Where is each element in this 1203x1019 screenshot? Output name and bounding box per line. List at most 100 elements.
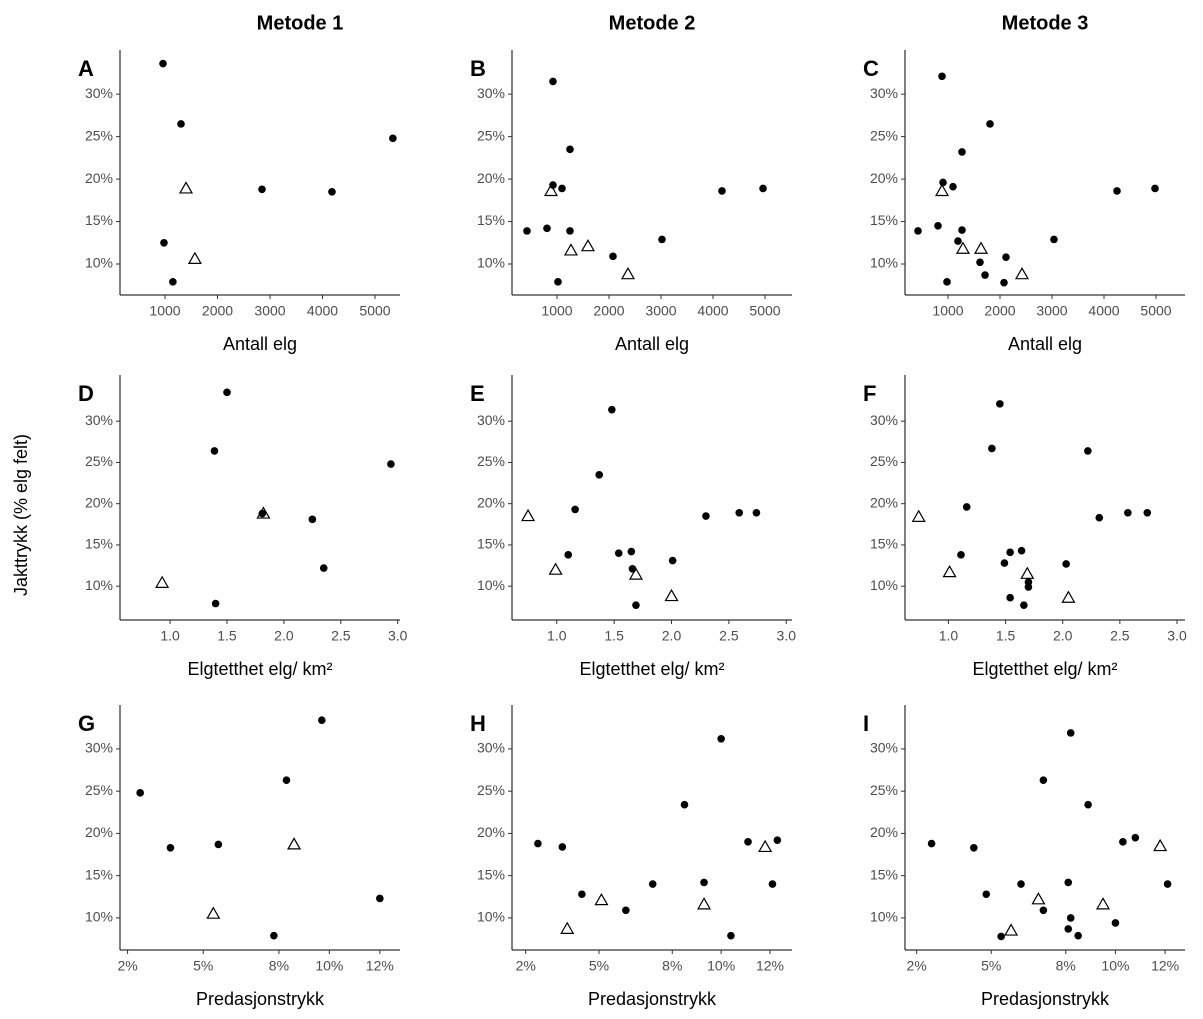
- triangle-point: [543, 183, 559, 197]
- dot-point: [1084, 800, 1092, 809]
- dot-point: [319, 564, 328, 572]
- panel-label: G: [78, 711, 95, 736]
- x-tick-label: 3000: [1036, 303, 1067, 319]
- x-tick-label: 2.0: [1053, 628, 1073, 644]
- panel-label: D: [78, 381, 94, 406]
- y-tick-label: 25%: [85, 127, 113, 143]
- x-axis-label: Elgtetthet elg/ km²: [187, 659, 332, 679]
- triangle-point: [560, 921, 575, 934]
- dot-point: [1084, 447, 1092, 455]
- x-tick-label: 12%: [1151, 958, 1179, 974]
- dot-point: [958, 226, 966, 234]
- triangle-point: [758, 839, 773, 853]
- dot-point: [939, 178, 947, 187]
- y-tick-label: 15%: [477, 536, 505, 552]
- y-tick-label: 15%: [85, 212, 113, 228]
- x-tick-label: 3.0: [388, 628, 408, 644]
- dot-point: [1000, 278, 1008, 287]
- column-title: Metode 3: [1002, 12, 1089, 34]
- x-tick-label: 3000: [254, 303, 285, 319]
- triangle-point: [1095, 897, 1111, 910]
- y-tick-label: 10%: [477, 577, 505, 593]
- dot-point: [914, 227, 922, 235]
- panel-label: B: [470, 56, 486, 81]
- x-tick-label: 1.5: [996, 628, 1016, 644]
- y-tick-label: 30%: [870, 412, 898, 428]
- y-tick-label: 20%: [477, 494, 505, 510]
- y-tick-label: 10%: [85, 909, 113, 925]
- triangle-point: [287, 837, 302, 850]
- dot-point: [571, 505, 579, 514]
- dot-point: [318, 716, 326, 725]
- y-tick-label: 30%: [85, 740, 113, 756]
- dot-point: [210, 447, 219, 455]
- triangle-point: [594, 892, 609, 906]
- x-tick-label: 2%: [516, 958, 536, 974]
- dot-point: [648, 880, 657, 888]
- panel-label: F: [863, 381, 876, 406]
- y-tick-label: 20%: [477, 170, 505, 186]
- dot-point: [258, 509, 267, 518]
- triangle-point: [256, 506, 271, 519]
- y-tick-label: 25%: [870, 453, 898, 469]
- x-tick-label: 5%: [589, 958, 609, 974]
- dot-point: [1002, 253, 1010, 262]
- dot-point: [554, 278, 562, 286]
- dot-point: [136, 789, 144, 797]
- dot-point: [1111, 919, 1120, 927]
- dot-point: [1006, 593, 1014, 602]
- x-tick-label: 3000: [645, 303, 676, 319]
- x-tick-label: 2000: [984, 303, 1015, 319]
- dot-point: [1062, 560, 1070, 568]
- y-tick-label: 30%: [870, 85, 898, 101]
- x-tick-label: 8%: [662, 958, 682, 974]
- x-axis-label: Antall elg: [1008, 334, 1082, 354]
- dot-point: [986, 120, 994, 128]
- triangle-point: [973, 241, 989, 254]
- y-tick-label: 25%: [85, 453, 113, 469]
- column-title: Metode 1: [257, 12, 344, 34]
- triangle-point: [620, 266, 636, 280]
- dot-point: [1151, 184, 1159, 193]
- dot-point: [328, 188, 336, 196]
- x-tick-label: 5000: [749, 303, 780, 319]
- triangle-point: [1004, 923, 1019, 936]
- x-tick-label: 10%: [707, 958, 735, 974]
- dot-point: [744, 838, 752, 846]
- x-tick-label: 2.5: [331, 628, 351, 644]
- dot-point: [735, 508, 744, 517]
- x-tick-label: 5%: [193, 958, 213, 974]
- dot-point: [700, 878, 708, 887]
- dot-point: [680, 800, 689, 809]
- panel-label: E: [470, 381, 485, 406]
- dot-point: [768, 880, 777, 888]
- triangle-point: [1020, 566, 1035, 579]
- triangle-point: [942, 564, 957, 578]
- triangle-point: [628, 567, 643, 580]
- x-tick-label: 3.0: [1167, 628, 1187, 644]
- dot-point: [702, 512, 710, 520]
- dot-point: [223, 388, 231, 397]
- dot-point: [1143, 508, 1152, 517]
- dot-point: [943, 278, 951, 286]
- y-tick-label: 30%: [477, 412, 505, 428]
- dot-point: [614, 549, 623, 557]
- dot-point: [938, 72, 946, 81]
- dot-point: [962, 503, 971, 511]
- dot-point: [773, 836, 782, 844]
- dot-point: [970, 843, 978, 852]
- y-tick-label: 10%: [477, 909, 505, 925]
- dot-point: [1163, 880, 1172, 888]
- dot-point: [282, 776, 291, 784]
- triangle-point: [178, 181, 194, 194]
- dot-point: [1006, 548, 1014, 557]
- dot-point: [1017, 546, 1026, 555]
- dot-point: [627, 547, 636, 556]
- y-tick-label: 30%: [477, 85, 505, 101]
- y-tick-label: 20%: [870, 170, 898, 186]
- panel-label: H: [470, 711, 486, 736]
- dot-point: [658, 235, 666, 244]
- dot-point: [997, 932, 1005, 941]
- x-tick-label: 12%: [756, 958, 784, 974]
